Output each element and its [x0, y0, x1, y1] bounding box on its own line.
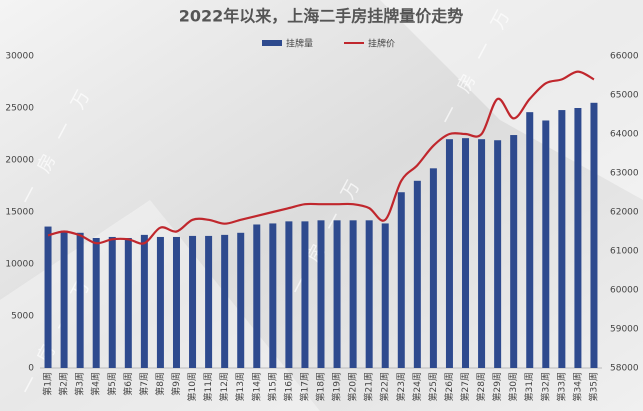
y2-tick-label: 63000	[610, 169, 639, 179]
x-tick-label: 第1周	[42, 372, 54, 396]
x-tick-label: 第14周	[250, 372, 262, 401]
bar	[494, 140, 502, 368]
line	[47, 70, 595, 245]
y-tick-label: 10000	[5, 260, 34, 270]
legend-label: 挂牌量	[286, 38, 313, 50]
x-tick-label: 第8周	[154, 372, 166, 396]
x-tick-label: 第26周	[443, 372, 455, 401]
x-tick-label: 第33周	[555, 372, 567, 401]
x-tick-label: 第34周	[571, 372, 583, 401]
x-tick-label: 第9周	[170, 372, 182, 396]
x-tick-label: 第23周	[395, 372, 407, 401]
y2-tick-label: 62000	[610, 208, 639, 218]
bar	[60, 230, 68, 368]
bar	[108, 236, 116, 368]
y-tick-label: 20000	[5, 156, 34, 166]
bar	[237, 232, 245, 368]
bar	[140, 234, 148, 368]
y-tick-label: 15000	[5, 208, 34, 218]
bar	[349, 220, 357, 368]
x-tick-label: 第5周	[106, 372, 118, 396]
bar	[542, 120, 550, 368]
x-tick-label: 第35周	[587, 372, 599, 401]
bar	[333, 220, 341, 368]
bar	[397, 192, 405, 368]
x-tick-label: 第3周	[74, 372, 86, 396]
x-tick-label: 第15周	[266, 372, 278, 401]
bar	[413, 180, 421, 368]
bar	[365, 220, 373, 368]
x-tick-label: 第24周	[411, 372, 423, 401]
x-tick-label: 第21周	[363, 372, 375, 401]
bar	[44, 226, 52, 368]
x-tick-label: 第30周	[507, 372, 519, 401]
x-tick-label: 第11周	[202, 372, 214, 401]
y2-tick-label: 65000	[610, 91, 639, 101]
chart-title: 2022年以来，上海二手房挂牌量价走势	[179, 7, 464, 26]
x-tick-label: 第25周	[427, 372, 439, 401]
y-tick-label: 30000	[5, 52, 34, 62]
bar	[124, 238, 132, 368]
bar	[510, 135, 518, 368]
x-tick-label: 第22周	[379, 372, 391, 401]
bar	[253, 224, 261, 368]
x-tick-label: 第29周	[491, 372, 503, 401]
bar	[189, 235, 197, 368]
x-tick-label: 第32周	[539, 372, 551, 401]
x-tick-label: 第28周	[475, 372, 487, 401]
y2-tick-label: 59000	[610, 325, 639, 335]
y2-tick-label: 58000	[610, 364, 639, 374]
bar	[269, 223, 277, 368]
x-tick-label: 第12周	[218, 372, 230, 401]
y2-tick-label: 61000	[610, 247, 639, 257]
x-tick-label: 第2周	[58, 372, 70, 396]
x-tick-label: 第20周	[347, 372, 359, 401]
bar	[558, 110, 566, 368]
y2-tick-label: 60000	[610, 286, 639, 296]
x-tick-label: 第27周	[459, 372, 471, 401]
x-tick-label: 第6周	[122, 372, 134, 396]
bar	[221, 234, 229, 368]
y-tick-label: 0	[28, 364, 34, 374]
x-tick-label: 第17周	[298, 372, 310, 401]
x-tick-label: 第18周	[315, 372, 327, 401]
x-tick-label: 第4周	[90, 372, 102, 396]
bar	[445, 139, 453, 368]
legend-swatch	[262, 40, 282, 46]
y-tick-label: 5000	[11, 312, 34, 322]
bar	[526, 112, 534, 368]
bar	[317, 220, 325, 368]
x-tick-label: 第16周	[282, 372, 294, 401]
bar	[478, 139, 486, 368]
y2-tick-label: 66000	[610, 52, 639, 62]
bar	[76, 232, 84, 368]
x-tick-label: 第13周	[234, 372, 246, 401]
bar	[92, 238, 100, 368]
x-tick-label: 第31周	[523, 372, 535, 401]
bar	[156, 236, 164, 368]
x-tick-label: 第19周	[331, 372, 343, 401]
bar	[429, 168, 437, 368]
bar	[301, 221, 309, 368]
y-tick-label: 25000	[5, 104, 34, 114]
bar	[590, 102, 598, 369]
bar	[285, 221, 293, 368]
x-tick-label: 第7周	[138, 372, 150, 396]
bar	[381, 223, 389, 368]
x-tick-label: 第10周	[186, 372, 198, 401]
legend-label: 挂牌价	[368, 38, 395, 50]
bar	[462, 138, 470, 368]
bar	[574, 108, 582, 368]
bar	[205, 235, 213, 368]
y2-tick-label: 64000	[610, 130, 639, 140]
bar	[172, 236, 180, 368]
